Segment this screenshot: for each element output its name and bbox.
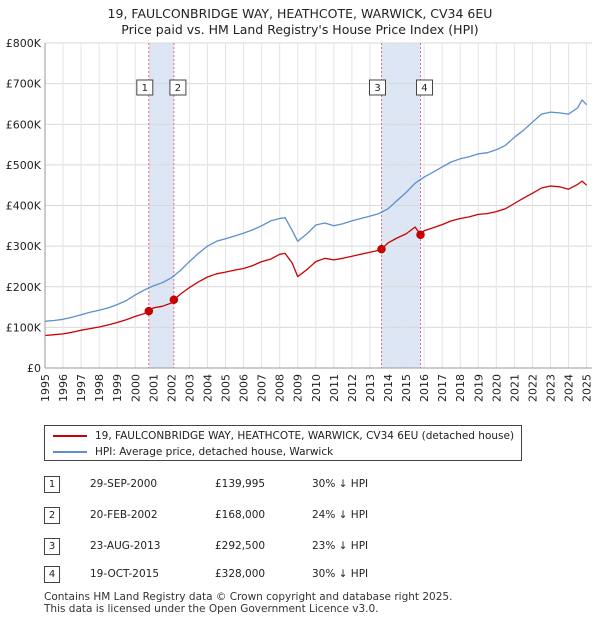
x-tick-label: 2015 — [400, 374, 413, 402]
y-tick-label: £800K — [6, 37, 42, 50]
sale-point-3 — [377, 244, 386, 254]
footer-license: This data is licensed under the Open Gov… — [44, 603, 379, 615]
x-tick-label: 2014 — [382, 374, 395, 402]
sale-number-badge: 2 — [44, 507, 60, 524]
sale-row-4: 4 19-OCT-2015 £328,000 30% ↓ HPI — [44, 566, 564, 586]
x-tick-label: 2008 — [274, 374, 287, 402]
x-tick-label: 2019 — [472, 374, 485, 402]
x-tick-label: 1998 — [93, 374, 106, 402]
legend-label-hpi: HPI: Average price, detached house, Warw… — [95, 446, 334, 458]
x-tick-label: 1999 — [111, 374, 124, 402]
x-tick-label: 2001 — [147, 374, 160, 402]
x-tick-label: 2025 — [581, 374, 594, 402]
x-tick-label: 2013 — [364, 374, 377, 402]
sale-number-box-3 — [369, 79, 387, 96]
sale-point-4 — [416, 230, 425, 239]
chart-title: 19, FAULCONBRIDGE WAY, HEATHCOTE, WARWIC… — [107, 6, 493, 21]
sale-date: 23-AUG-2013 — [90, 540, 161, 552]
x-tick-label: 2009 — [292, 374, 305, 402]
x-tick-label: 2020 — [490, 374, 503, 402]
legend-swatch-hpi — [53, 451, 87, 453]
x-tick-label: 2007 — [256, 374, 269, 402]
x-tick-label: 2024 — [563, 374, 576, 402]
x-tick-label: 2022 — [526, 374, 539, 402]
x-tick-label: 2018 — [454, 374, 467, 402]
sale-number-badge: 1 — [44, 476, 60, 493]
x-tick-label: 2011 — [328, 374, 341, 402]
y-tick-label: £500K — [6, 159, 42, 172]
sale-hpi-diff: 30% ↓ HPI — [312, 478, 369, 490]
x-tick-label: 2017 — [436, 374, 449, 402]
sale-number-label-1: 1 — [142, 83, 148, 94]
chart-subtitle: Price paid vs. HM Land Registry's House … — [121, 22, 479, 37]
sale-hpi-diff: 30% ↓ HPI — [312, 568, 369, 580]
x-tick-label: 2004 — [201, 374, 214, 402]
y-tick-label: £100K — [6, 321, 42, 334]
sale-point-2 — [169, 295, 179, 304]
sale-point-1 — [144, 306, 154, 316]
x-tick-label: 2003 — [183, 374, 196, 402]
hpi-series-line — [44, 99, 588, 322]
x-tick-label: 2006 — [238, 374, 251, 402]
price-chart: 1 2 3 4 £0 £100K £200K £300K £400K £500K £600K £700… — [6, 37, 594, 402]
sale-number-badge: 3 — [44, 538, 60, 555]
sale-number-label-2: 2 — [175, 83, 181, 94]
legend-item-hpi: HPI: Average price, detached house, Warw… — [53, 444, 333, 460]
sale-row-3: 3 23-AUG-2013 £292,500 23% ↓ HPI — [44, 538, 564, 558]
x-tick-label: 1996 — [57, 374, 70, 402]
sale-price: £139,995 — [215, 478, 266, 490]
legend: 19, FAULCONBRIDGE WAY, HEATHCOTE, WARWIC… — [44, 425, 522, 461]
x-tick-label: 2000 — [129, 374, 142, 402]
x-tick-label: 1997 — [75, 374, 88, 402]
legend-label-property: 19, FAULCONBRIDGE WAY, HEATHCOTE, WARWIC… — [95, 430, 515, 442]
sale-number-box-1 — [136, 79, 154, 96]
property-series-line — [44, 180, 588, 337]
sale-date: 19-OCT-2015 — [90, 568, 159, 580]
x-tick-label: 2010 — [310, 374, 323, 402]
sale-row-1: 1 29-SEP-2000 £139,995 30% ↓ HPI — [44, 476, 564, 496]
sale-price: £328,000 — [215, 568, 266, 580]
legend-item-property: 19, FAULCONBRIDGE WAY, HEATHCOTE, WARWIC… — [53, 428, 514, 444]
sale-price: £168,000 — [215, 509, 266, 521]
x-tick-label: 2016 — [418, 374, 431, 402]
x-tick-label: 2002 — [165, 374, 178, 402]
sale-number-label-3: 3 — [374, 83, 380, 94]
y-tick-label: £700K — [6, 78, 42, 91]
x-tick-label: 2021 — [508, 374, 521, 402]
sale-hpi-diff: 23% ↓ HPI — [312, 540, 369, 552]
sale-hpi-diff: 24% ↓ HPI — [312, 509, 369, 521]
footer-copyright: Contains HM Land Registry data © Crown c… — [44, 591, 453, 603]
legend-swatch-property — [53, 435, 87, 437]
y-tick-label: £400K — [6, 200, 42, 213]
sale-price: £292,500 — [215, 540, 266, 552]
sale-number-box-4 — [415, 79, 433, 96]
x-tick-label: 2023 — [544, 374, 557, 402]
sale-number-label-4: 4 — [421, 83, 427, 94]
y-tick-label: £0 — [27, 362, 41, 375]
sale-date: 29-SEP-2000 — [90, 478, 158, 490]
y-tick-label: £300K — [6, 240, 42, 253]
x-tick-label: 2005 — [220, 374, 233, 402]
y-tick-label: £600K — [6, 118, 42, 131]
x-tick-label: 1995 — [39, 374, 52, 402]
sale-number-badge: 4 — [44, 566, 60, 583]
y-tick-label: £200K — [6, 281, 42, 294]
sale-row-2: 2 20-FEB-2002 £168,000 24% ↓ HPI — [44, 507, 564, 527]
sale-number-box-2 — [169, 79, 187, 96]
x-tick-label: 2012 — [346, 374, 359, 402]
sale-date: 20-FEB-2002 — [90, 509, 158, 521]
